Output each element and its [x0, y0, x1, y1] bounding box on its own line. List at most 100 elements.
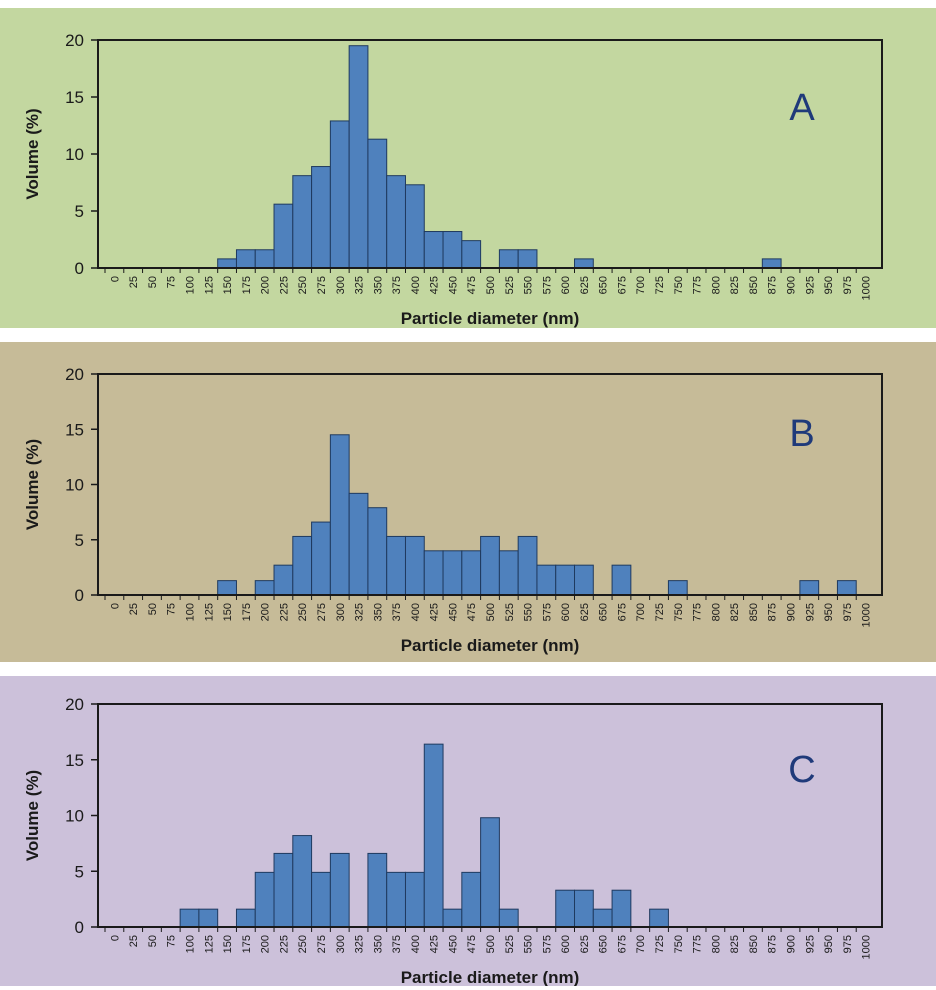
- chart-b-x-tick-label: 1000: [861, 603, 873, 627]
- chart-a-x-tick-label: 550: [523, 276, 535, 294]
- chart-a-x-tick-label: 25: [128, 276, 140, 288]
- chart-b-bar: [329, 434, 350, 596]
- chart-b-x-tick-label: 350: [372, 603, 384, 621]
- chart-a-x-tick-label: 125: [203, 276, 215, 294]
- chart-c-y-axis-title: Volume (%): [23, 770, 42, 861]
- chart-c-x-tick-label: 200: [260, 935, 272, 953]
- chart-c-background: [0, 676, 936, 986]
- chart-a-x-tick-label: 50: [147, 276, 159, 288]
- chart-a-bar: [404, 184, 425, 269]
- chart-b-x-tick-label: 325: [354, 603, 366, 621]
- chart-c-x-tick-label: 675: [616, 935, 628, 953]
- chart-a-x-tick-label: 650: [598, 276, 610, 294]
- chart-a-x-tick-label: 1000: [861, 276, 873, 300]
- chart-b-x-tick-label: 250: [297, 603, 309, 621]
- chart-c-panel-letter: C: [788, 749, 815, 791]
- chart-b-bar: [423, 550, 444, 596]
- chart-a-x-tick-label: 900: [785, 276, 797, 294]
- chart-b-x-tick-label: 425: [429, 603, 441, 621]
- chart-c-x-tick-label: 850: [748, 935, 760, 953]
- chart-c-x-tick-label: 775: [692, 935, 704, 953]
- chart-b-x-tick-label: 725: [654, 603, 666, 621]
- chart-c-x-tick-label: 275: [316, 935, 328, 953]
- chart-c-bar: [555, 889, 576, 928]
- chart-a-x-tick-label: 275: [316, 276, 328, 294]
- chart-a-x-tick-label: 600: [560, 276, 572, 294]
- chart-c-x-tick-label: 50: [147, 935, 159, 947]
- chart-c-bar: [198, 908, 219, 928]
- chart-b-bar: [273, 564, 294, 596]
- chart-c-x-tick-label: 150: [222, 935, 234, 953]
- chart-a-x-tick-label: 750: [673, 276, 685, 294]
- chart-b-bar: [348, 492, 369, 596]
- chart-b-bar: [555, 564, 576, 596]
- chart-b-x-tick-label: 450: [447, 603, 459, 621]
- chart-c-bar: [179, 908, 200, 928]
- chart-c-bar: [273, 852, 294, 928]
- chart-b-x-tick-label: 500: [485, 603, 497, 621]
- chart-c-x-tick-label: 350: [372, 935, 384, 953]
- chart-c-y-tick-label: 15: [65, 751, 84, 770]
- chart-b-bar: [311, 521, 331, 596]
- chart-a-y-tick-label: 5: [75, 202, 84, 221]
- chart-b-bar: [836, 580, 857, 596]
- chart-a-x-tick-label: 500: [485, 276, 497, 294]
- chart-b-bar: [254, 580, 275, 596]
- chart-c-x-tick-label: 900: [785, 935, 797, 953]
- chart-b-x-tick-label: 50: [147, 603, 159, 615]
- chart-c-x-tick-label: 800: [710, 935, 722, 953]
- chart-b-x-tick-label: 850: [748, 603, 760, 621]
- chart-b-y-axis-title: Volume (%): [23, 439, 42, 530]
- chart-b-x-tick-label: 75: [166, 603, 178, 615]
- chart-b-x-tick-label: 175: [241, 603, 253, 621]
- chart-a-x-tick-label: 925: [804, 276, 816, 294]
- chart-c-x-tick-label: 125: [203, 935, 215, 953]
- chart-c-x-tick-label: 950: [823, 935, 835, 953]
- chart-c-x-tick-label: 550: [523, 935, 535, 953]
- chart-a-x-tick-label: 475: [466, 276, 478, 294]
- chart-a-x-tick-label: 850: [748, 276, 760, 294]
- chart-c-bar: [404, 871, 425, 928]
- chart-b-x-tick-label: 275: [316, 603, 328, 621]
- chart-a-x-tick-label: 350: [372, 276, 384, 294]
- chart-a-bar: [273, 203, 294, 269]
- chart-c-bar: [311, 871, 331, 928]
- chart-b-bar: [386, 535, 406, 596]
- chart-a-panel-letter: A: [789, 87, 815, 129]
- chart-b-x-tick-label: 625: [579, 603, 591, 621]
- chart-c-x-tick-label: 575: [541, 935, 553, 953]
- chart-a-x-tick-label: 950: [823, 276, 835, 294]
- chart-b-x-tick-label: 950: [823, 603, 835, 621]
- chart-a-x-tick-label: 175: [241, 276, 253, 294]
- chart-b-bar: [404, 535, 425, 596]
- chart-a-bar: [348, 45, 369, 269]
- chart-a-bar: [367, 138, 388, 269]
- chart-c-x-tick-label: 225: [278, 935, 290, 953]
- chart-b-x-tick-label: 400: [410, 603, 422, 621]
- chart-c-bar: [480, 817, 500, 928]
- chart-b-x-tick-label: 800: [710, 603, 722, 621]
- chart-b-panel-letter: B: [789, 413, 814, 455]
- chart-a-x-tick-label: 75: [166, 276, 178, 288]
- chart-c-x-tick-label: 975: [842, 935, 854, 953]
- chart-b-bar: [367, 507, 388, 596]
- chart-c-bar: [254, 871, 275, 928]
- chart-a-x-tick-label: 800: [710, 276, 722, 294]
- chart-a-bar: [761, 258, 782, 269]
- chart-panel-c: 0 5 10 15 20 0 25 50 75 100 125 150 175 200 225 250 275 3…: [0, 676, 936, 986]
- chart-a-x-tick-label: 875: [767, 276, 779, 294]
- chart-b-x-tick-label: 775: [692, 603, 704, 621]
- chart-b-bar: [217, 580, 237, 596]
- chart-a-x-tick-label: 400: [410, 276, 422, 294]
- chart-c-x-tick-label: 750: [673, 935, 685, 953]
- chart-c-x-tick-label: 400: [410, 935, 422, 953]
- chart-a-x-tick-label: 775: [692, 276, 704, 294]
- chart-b-bar: [292, 535, 313, 596]
- chart-a-x-tick-label: 700: [635, 276, 647, 294]
- chart-c-x-tick-label: 500: [485, 935, 497, 953]
- chart-b-y-tick-label: 15: [65, 420, 84, 439]
- chart-c-y-tick-label: 5: [75, 862, 84, 881]
